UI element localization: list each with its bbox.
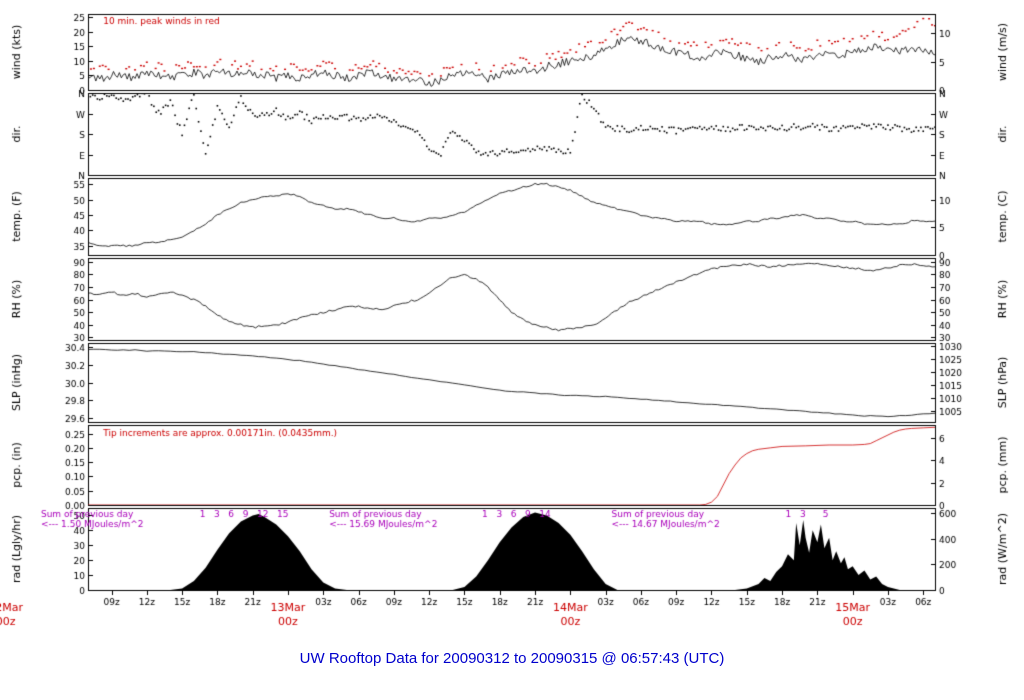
chart-title: UW Rooftop Data for 20090312 to 20090315…: [299, 650, 725, 667]
meteogram-canvas: [0, 0, 1024, 646]
